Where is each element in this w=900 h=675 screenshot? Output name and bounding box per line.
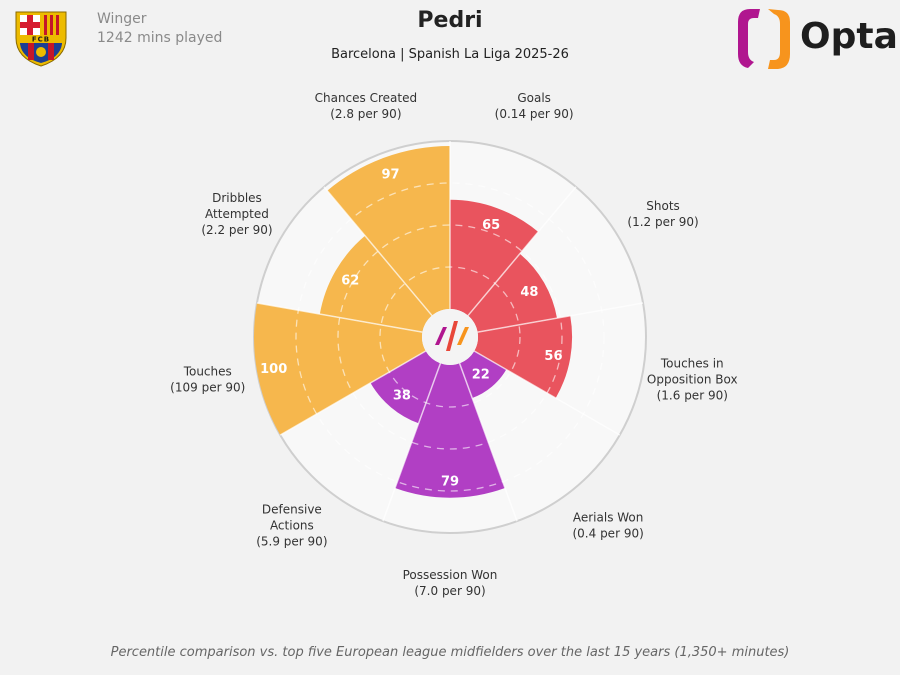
category-label-1: Shots (1.2 per 90): [627, 199, 698, 229]
center-logo-icon: [435, 327, 447, 345]
slice-1: [467, 253, 557, 333]
divider-2: [477, 302, 644, 333]
divider-5: [382, 363, 442, 522]
category-label-7: Dribbles Attempted (2.2 per 90): [201, 191, 272, 237]
slice-2: [474, 315, 573, 399]
divider-1: [467, 186, 577, 317]
slice-6: [254, 302, 426, 435]
slice-7: [319, 235, 433, 333]
crest-text: FCB: [32, 36, 50, 44]
player-info: Winger 1242 mins played: [97, 10, 222, 48]
grid-ring-50: [337, 224, 563, 450]
value-label-6: 100: [260, 362, 287, 377]
slice-8: [327, 146, 450, 316]
category-label-8: Chances Created (2.8 per 90): [315, 91, 417, 121]
divider-4: [458, 363, 518, 522]
divider-6: [279, 350, 427, 436]
minutes-played: 1242 mins played: [97, 30, 223, 46]
divider-7: [256, 302, 423, 333]
category-label-3: Aerials Won (0.4 per 90): [572, 510, 643, 540]
divider-8: [323, 186, 433, 317]
category-label-5: Defensive Actions (5.9 per 90): [256, 502, 327, 548]
value-label-8: 97: [381, 168, 399, 183]
category-label-0: Goals (0.14 per 90): [495, 91, 574, 121]
value-label-3: 22: [472, 368, 490, 383]
category-label-2: Touches in Opposition Box (1.6 per 90): [647, 357, 738, 403]
grid-ring-75: [295, 182, 605, 492]
center-logo-icon: [446, 321, 458, 351]
slice-5: [370, 351, 441, 424]
chart-subtitle: Barcelona | Spanish La Liga 2025-26: [331, 47, 569, 62]
opta-brand: Opta: [800, 16, 898, 57]
value-label-5: 38: [393, 388, 411, 403]
value-label-4: 79: [441, 475, 459, 490]
value-label-1: 48: [520, 285, 538, 300]
value-label-7: 62: [341, 273, 359, 288]
barcelona-crest: FCB: [15, 11, 67, 67]
slice-4: [395, 363, 505, 498]
value-label-0: 65: [482, 218, 500, 233]
opta-logo-icon: [738, 9, 790, 69]
player-position: Winger: [97, 11, 147, 27]
slice-0: [450, 199, 539, 316]
value-label-2: 56: [544, 349, 562, 364]
chart-title: Pedri: [417, 8, 483, 33]
center-logo-icon: [457, 327, 469, 345]
chart-footnote: Percentile comparison vs. top five Europ…: [110, 645, 790, 660]
category-label-6: Touches (109 per 90): [170, 365, 245, 395]
divider-3: [473, 350, 621, 436]
pizza-chart: 65 Goals (0.14 per 90) 48 Shots (1.2 per 90) 5…: [170, 91, 738, 598]
category-label-4: Possession Won (7.0 per 90): [403, 568, 498, 598]
